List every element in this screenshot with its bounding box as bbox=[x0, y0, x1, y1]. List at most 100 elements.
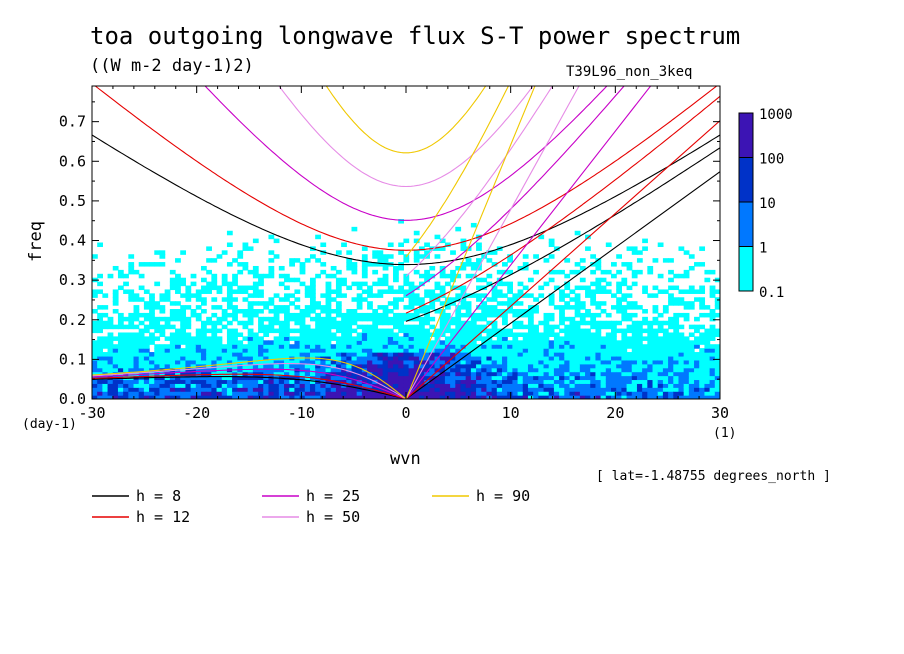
heat-cell bbox=[559, 336, 565, 341]
heat-cell bbox=[180, 250, 187, 255]
heat-cell bbox=[481, 371, 488, 377]
heat-cell bbox=[263, 328, 270, 334]
heat-cell bbox=[424, 387, 430, 392]
heat-cell bbox=[408, 305, 415, 310]
heat-cell bbox=[143, 387, 150, 392]
heat-cell bbox=[97, 348, 103, 353]
heat-cell bbox=[133, 371, 140, 377]
heat-cell bbox=[169, 375, 176, 381]
heat-cell bbox=[476, 348, 482, 353]
heat-cell bbox=[481, 367, 488, 373]
heat-cell bbox=[133, 391, 140, 396]
heat-cell bbox=[476, 324, 482, 330]
heat-cell bbox=[284, 273, 290, 279]
heat-cell bbox=[377, 258, 384, 263]
heat-cell bbox=[92, 359, 98, 365]
heat-cell bbox=[507, 379, 513, 384]
heat-cell bbox=[361, 375, 368, 381]
heat-cell bbox=[673, 363, 680, 369]
heat-cell bbox=[709, 355, 716, 361]
heat-cell bbox=[491, 293, 498, 298]
heat-cell bbox=[450, 273, 456, 279]
heat-cell bbox=[252, 309, 259, 314]
heat-cell bbox=[351, 316, 358, 322]
heat-cell bbox=[403, 305, 410, 310]
heat-cell bbox=[470, 359, 477, 365]
heat-cell bbox=[190, 344, 197, 349]
heat-cell bbox=[439, 352, 446, 357]
heat-cell bbox=[273, 371, 280, 377]
heat-cell bbox=[164, 297, 171, 302]
heat-cell bbox=[387, 328, 394, 334]
dispersion-curves bbox=[92, 86, 720, 399]
heat-cell bbox=[621, 363, 628, 369]
heat-cell bbox=[496, 395, 503, 399]
heat-cell bbox=[175, 316, 181, 322]
heat-cell bbox=[278, 273, 285, 279]
heat-cell bbox=[491, 312, 498, 318]
heat-cell bbox=[553, 332, 560, 337]
heat-cell bbox=[330, 379, 337, 384]
heat-cell bbox=[102, 363, 109, 369]
heat-cell bbox=[112, 359, 119, 365]
heat-cell bbox=[413, 250, 420, 255]
heat-cell bbox=[133, 352, 140, 357]
heat-cell bbox=[149, 395, 155, 399]
heat-cell bbox=[408, 293, 415, 298]
heat-cell bbox=[367, 289, 373, 294]
heat-cell bbox=[304, 344, 311, 349]
heat-cell bbox=[688, 395, 695, 399]
heat-cell bbox=[175, 348, 181, 353]
heat-cell bbox=[408, 312, 415, 318]
heat-cell bbox=[450, 250, 456, 255]
heat-cell bbox=[512, 332, 519, 337]
heat-cell bbox=[476, 262, 482, 267]
heat-cell bbox=[439, 383, 446, 388]
heat-cell bbox=[450, 320, 456, 326]
heat-cell bbox=[590, 352, 597, 357]
heat-cell bbox=[543, 375, 550, 381]
heat-cell bbox=[600, 359, 607, 365]
heat-cell bbox=[346, 324, 353, 330]
heat-cell bbox=[377, 363, 384, 369]
heat-cell bbox=[636, 344, 643, 349]
heat-cell bbox=[574, 340, 581, 345]
heat-cell bbox=[330, 359, 337, 365]
mrg-wave-h50 bbox=[405, 86, 554, 277]
heat-cell bbox=[439, 367, 446, 373]
heat-cell bbox=[502, 379, 508, 384]
heat-cell bbox=[460, 246, 467, 251]
heat-cell bbox=[97, 289, 103, 294]
heat-cell bbox=[709, 395, 716, 399]
heat-cell bbox=[455, 226, 462, 232]
heat-cell bbox=[678, 340, 685, 345]
heat-cell bbox=[699, 301, 706, 306]
heat-cell bbox=[107, 363, 114, 369]
heat-cell bbox=[232, 281, 238, 287]
heat-cell bbox=[252, 238, 259, 244]
heat-cell bbox=[699, 371, 706, 377]
heat-cell bbox=[128, 316, 135, 322]
heat-cell bbox=[330, 367, 337, 373]
heat-cell bbox=[175, 285, 181, 291]
heat-cell bbox=[330, 316, 337, 322]
heat-cell bbox=[117, 363, 124, 369]
heat-cell bbox=[569, 269, 576, 275]
heat-cell bbox=[502, 336, 508, 341]
heat-cell bbox=[258, 379, 264, 384]
heat-cell bbox=[595, 285, 602, 291]
heat-cell bbox=[123, 340, 129, 345]
heat-cell bbox=[117, 269, 124, 275]
heat-cell bbox=[372, 340, 379, 345]
heat-cell bbox=[486, 273, 493, 279]
heat-cell bbox=[559, 387, 565, 392]
heat-cell bbox=[143, 301, 150, 306]
heat-cell bbox=[252, 395, 259, 399]
heat-cell bbox=[662, 348, 669, 353]
heat-cell bbox=[309, 387, 316, 392]
heat-cell bbox=[284, 336, 290, 341]
heat-cell bbox=[642, 320, 648, 326]
heat-cell bbox=[574, 312, 581, 318]
heat-cell bbox=[335, 324, 342, 330]
heat-cell bbox=[180, 379, 187, 384]
